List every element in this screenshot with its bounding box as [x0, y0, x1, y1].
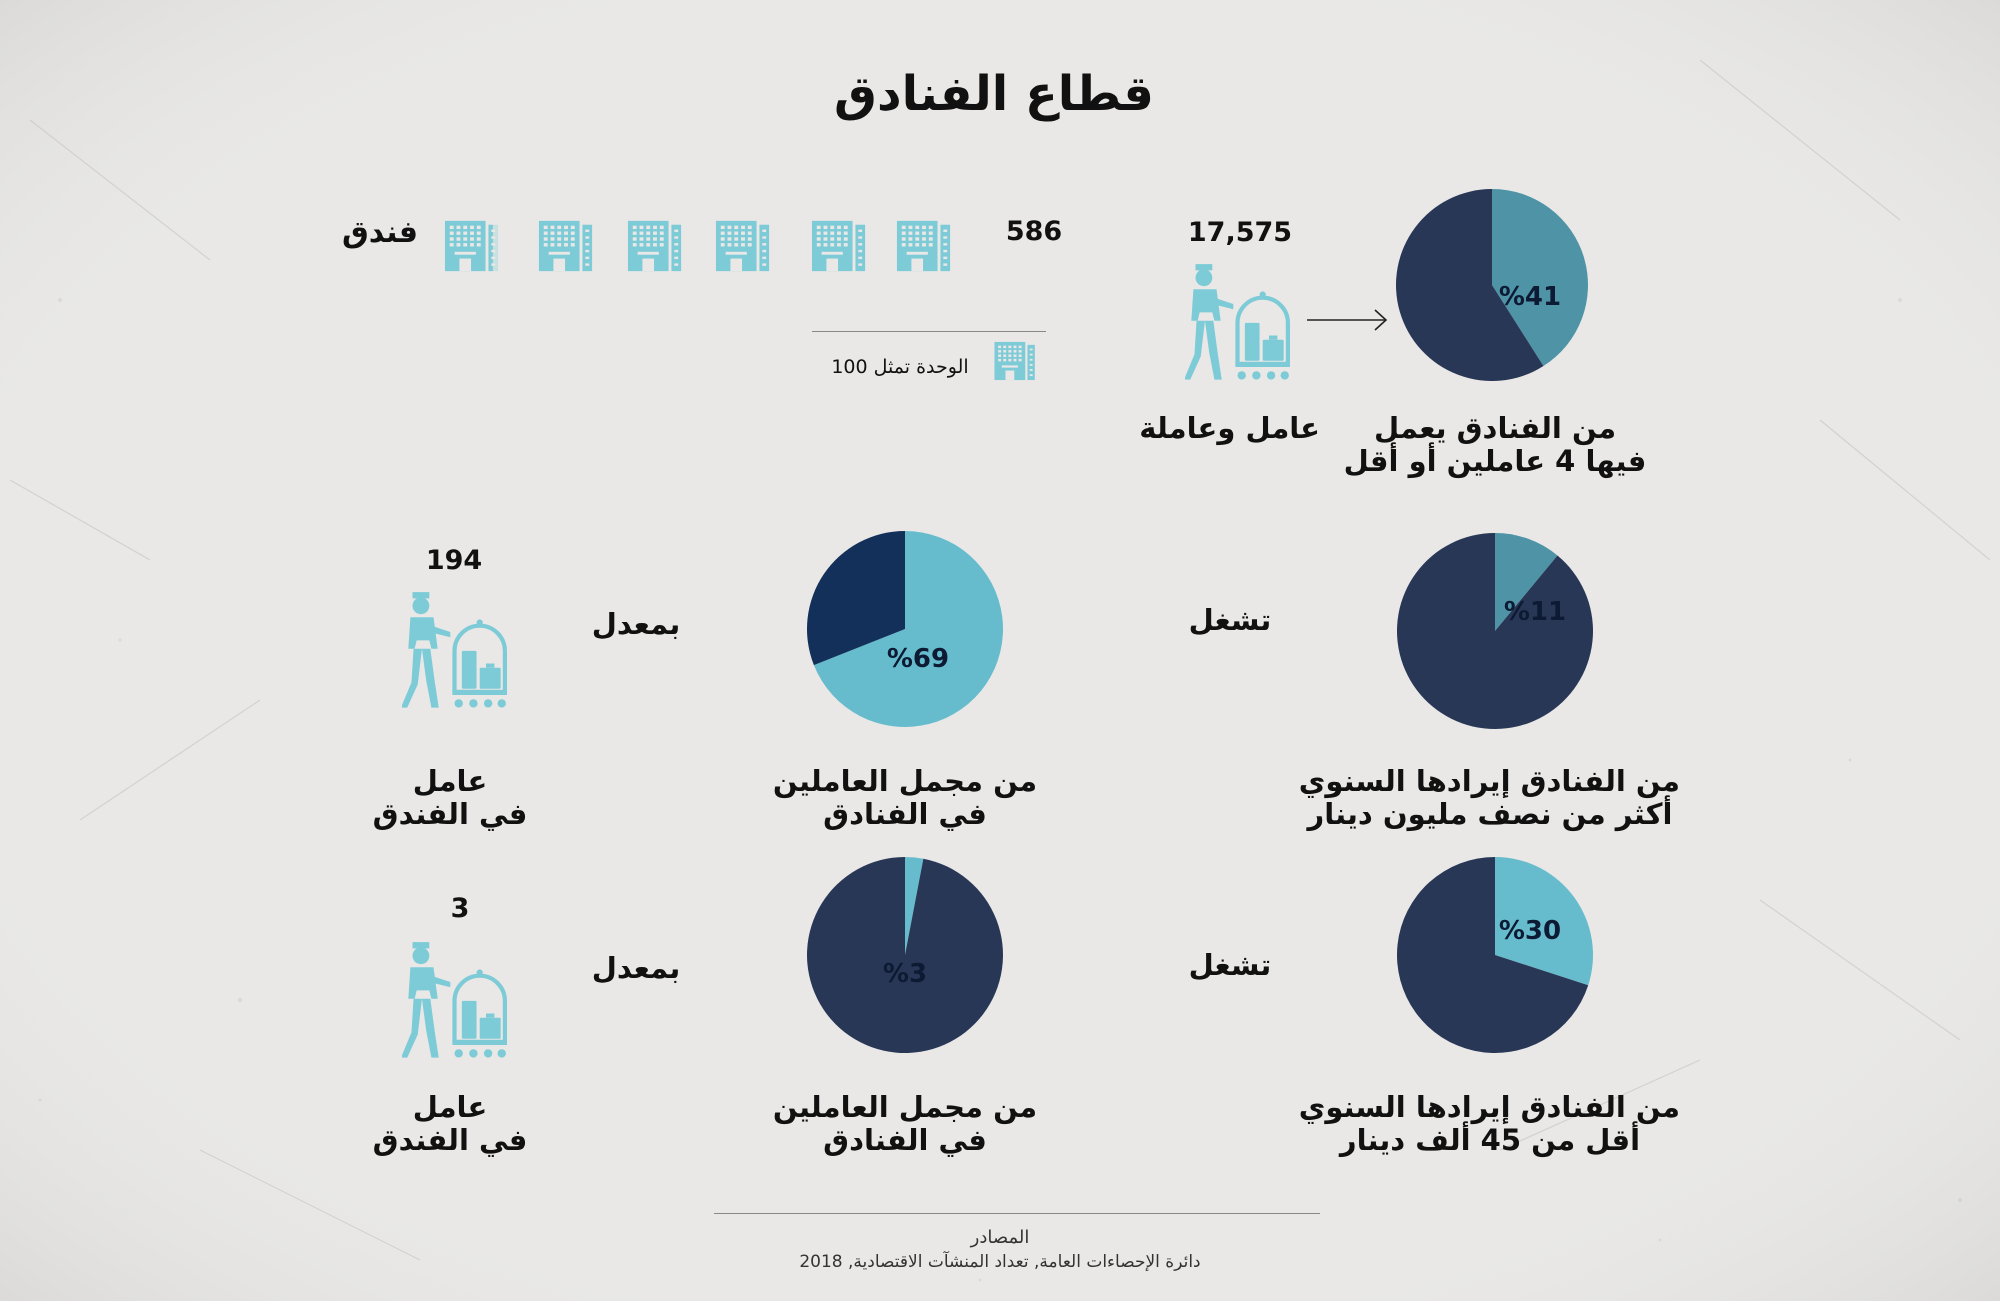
- hotel-building-icon: [896, 220, 951, 272]
- caption-low-revenue-l2: أقل من 45 ألف دينار: [1339, 1123, 1641, 1157]
- caption-low-workers-l2: في الفنادق: [823, 1123, 987, 1157]
- pie-high-revenue-percent-label: %11: [1503, 597, 1567, 627]
- pie-low-revenue-workers: [807, 857, 1003, 1053]
- avg-high-value: 194: [425, 545, 483, 576]
- pie-low-revenue-workers-percent-label: %3: [882, 959, 928, 989]
- hotel-building-icon: [444, 218, 501, 274]
- bellhop-cart-icon: [1185, 264, 1290, 380]
- pie-high-revenue-workers: [807, 531, 1003, 727]
- avg-word-high: بمعدل: [591, 607, 681, 641]
- bellhop-cart-icon: [402, 592, 507, 708]
- pie-low-revenue: [1397, 857, 1593, 1053]
- caption-high-revenue-l2: أكثر من نصف مليون دينار: [1307, 797, 1673, 831]
- avg-high-label-l2: في الفندق: [372, 797, 528, 831]
- hotels-count: 586: [1005, 216, 1063, 247]
- legend-divider: [812, 331, 1046, 332]
- avg-word-low: بمعدل: [591, 951, 681, 985]
- pie-small-hotels-percent-label: %41: [1498, 282, 1562, 312]
- pie-high-revenue-workers-slice-rest: [807, 531, 905, 666]
- workers-count: 17,575: [1187, 217, 1293, 248]
- source-text: دائرة الإحصاءات العامة, تعداد المنشآت ال…: [799, 1252, 1201, 1272]
- verb-low: تشغل: [1188, 948, 1272, 982]
- caption-high-workers-l2: في الفنادق: [823, 797, 987, 831]
- hotel-building-icon: [811, 220, 866, 272]
- source-heading: المصادر: [970, 1227, 1030, 1248]
- hotel-building-icon: [538, 220, 593, 272]
- pie-small-hotels: [1396, 189, 1588, 381]
- verb-high: تشغل: [1188, 603, 1272, 637]
- avg-low-label-l2: في الفندق: [372, 1123, 528, 1157]
- pie-low-revenue-slice-highlight: [1495, 857, 1593, 986]
- hotel-building-icon: [715, 220, 770, 272]
- caption-high-revenue-l1: من الفنادق إيرادها السنوي: [1298, 764, 1680, 798]
- source-divider: [714, 1213, 1320, 1214]
- pie-small-hotels-slice-rest: [1396, 189, 1544, 381]
- bellhop-cart-icon: [402, 942, 507, 1058]
- avg-low-label-l1: عامل: [412, 1090, 488, 1124]
- avg-high-label-l1: عامل: [412, 764, 488, 798]
- pie-high-revenue-workers-slice-highlight: [813, 531, 1003, 727]
- pie-low-revenue-slice-rest: [1397, 857, 1589, 1053]
- avg-low-value: 3: [450, 893, 470, 924]
- arrow-icon: [1307, 309, 1388, 331]
- workers-label: عامل وعاملة: [1139, 411, 1320, 445]
- caption-small-hotels-l1: من الفنادق يعمل: [1373, 411, 1617, 445]
- pie-low-revenue-percent-label: %30: [1498, 916, 1562, 946]
- page-title: قطاع الفنادق: [834, 66, 1154, 122]
- caption-low-revenue-l1: من الفنادق إيرادها السنوي: [1298, 1090, 1680, 1124]
- caption-high-workers-l1: من مجمل العاملين: [772, 764, 1038, 798]
- legend-text: الوحدة تمثل 100: [831, 356, 969, 378]
- pie-small-hotels-slice-highlight: [1492, 189, 1588, 367]
- pie-high-revenue-workers-percent-label: %69: [886, 644, 950, 674]
- pie-high-revenue-slice-rest: [1397, 533, 1593, 729]
- pie-low-revenue-workers-slice-rest: [807, 857, 1003, 1053]
- pie-high-revenue: [1397, 533, 1593, 729]
- pie-high-revenue-slice-highlight: [1495, 533, 1558, 631]
- caption-small-hotels-l2: فيها 4 عاملين أو أقل: [1343, 444, 1647, 478]
- pie-low-revenue-workers-slice-highlight: [905, 857, 924, 955]
- hotel-building-icon: [627, 220, 682, 272]
- caption-low-workers-l1: من مجمل العاملين: [772, 1090, 1038, 1124]
- hotel-building-icon: [994, 341, 1035, 381]
- hotels-unit-label: فندق: [341, 215, 419, 250]
